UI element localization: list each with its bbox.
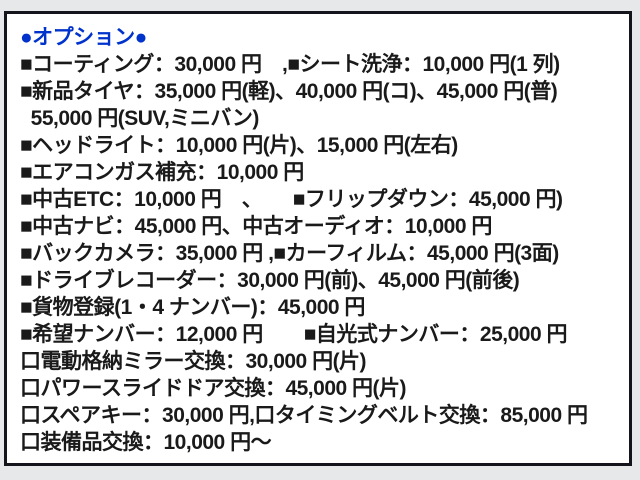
option-line-used-navi-audio: ■中古ナビ：45,000 円、中古オーディオ：10,000 円: [20, 215, 492, 238]
option-line-aircon-gas: ■エアコンガス補充：10,000 円: [20, 161, 304, 184]
option-line-used-etc-flipdown: ■中古ETC：10,000 円 、 ■フリップダウン：45,000 円): [20, 188, 563, 211]
option-line-equipment-exchange: 口装備品交換：10,000 円～: [20, 431, 272, 454]
option-line-cargo-registration: ■貨物登録(1・4 ナンバー)：45,000 円: [20, 296, 365, 319]
option-line-power-mirror: 口電動格納ミラー交換：30,000 円(片): [20, 350, 367, 373]
option-line-power-slide-door: 口パワースライドドア交換：45,000 円(片): [20, 377, 407, 400]
option-line-new-tires: ■新品タイヤ：35,000 円(軽)、40,000 円(コ)、45,000 円(…: [20, 80, 558, 103]
option-line-coating: ■コーティング：30,000 円 ,■シート洗浄：10,000 円(1 列): [20, 53, 560, 76]
option-line-drive-recorder: ■ドライブレコーダー：30,000 円(前)、45,000 円(前後): [20, 269, 520, 292]
option-line-headlight: ■ヘッドライト：10,000 円(片)、15,000 円(左右): [20, 134, 458, 157]
option-line-sparekey-timingbelt: 口スペアキー：30,000 円,口タイミングベルト交換：85,000 円: [20, 404, 588, 427]
option-line-number-plates: ■希望ナンバー：12,000 円 ■自光式ナンバー：25,000 円: [20, 323, 568, 346]
option-line-new-tires-cont: 55,000 円(SUV,ミニバン): [20, 107, 260, 130]
options-panel: ●オプション● ■コーティング：30,000 円 ,■シート洗浄：10,000 …: [4, 11, 632, 466]
option-line-backcamera-film: ■バックカメラ：35,000 円 ,■カーフィルム：45,000 円(3面): [20, 242, 559, 265]
section-title: ●オプション●: [20, 26, 147, 49]
